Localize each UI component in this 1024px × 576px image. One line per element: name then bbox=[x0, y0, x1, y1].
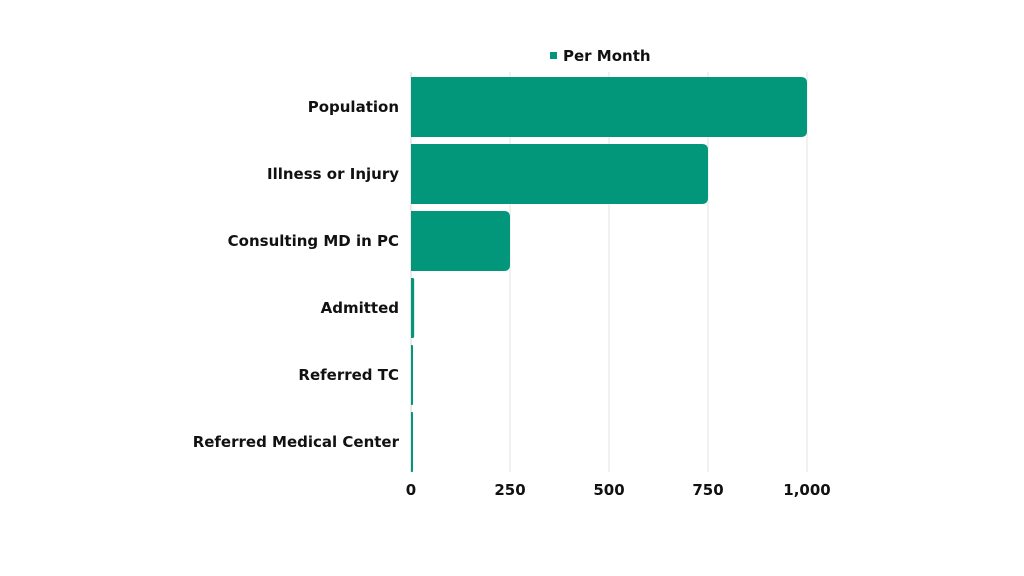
bar-population bbox=[411, 77, 807, 137]
bar-referred-tc bbox=[411, 345, 413, 405]
category-label-admitted: Admitted bbox=[321, 299, 399, 317]
x-tick-label: 750 bbox=[692, 481, 723, 499]
legend-label-per-month: Per Month bbox=[563, 47, 651, 65]
x-tick-label: 0 bbox=[406, 481, 416, 499]
legend-swatch bbox=[550, 52, 557, 59]
x-tick-label: 500 bbox=[593, 481, 624, 499]
x-axis-tick-labels: 0 250 500 750 1,000 bbox=[406, 481, 831, 499]
bar-referred-medical-center bbox=[411, 412, 413, 472]
category-label-referred-medical-center: Referred Medical Center bbox=[193, 433, 400, 451]
category-labels: Population Illness or Injury Consulting MD… bbox=[193, 98, 400, 451]
x-tick-label: 250 bbox=[494, 481, 525, 499]
category-label-referred-tc: Referred TC bbox=[298, 366, 399, 384]
x-tick-label: 1,000 bbox=[783, 481, 830, 499]
bar-admitted bbox=[411, 278, 415, 338]
category-label-illness-or-injury: Illness or Injury bbox=[267, 165, 399, 183]
bar-illness-or-injury bbox=[411, 144, 708, 204]
bar-consulting-md-in-pc bbox=[411, 211, 510, 271]
gridlines bbox=[410, 72, 808, 472]
category-label-population: Population bbox=[308, 98, 399, 116]
legend: Per Month bbox=[550, 47, 651, 65]
category-label-consulting-md-in-pc: Consulting MD in PC bbox=[228, 232, 399, 250]
bars bbox=[411, 77, 807, 472]
